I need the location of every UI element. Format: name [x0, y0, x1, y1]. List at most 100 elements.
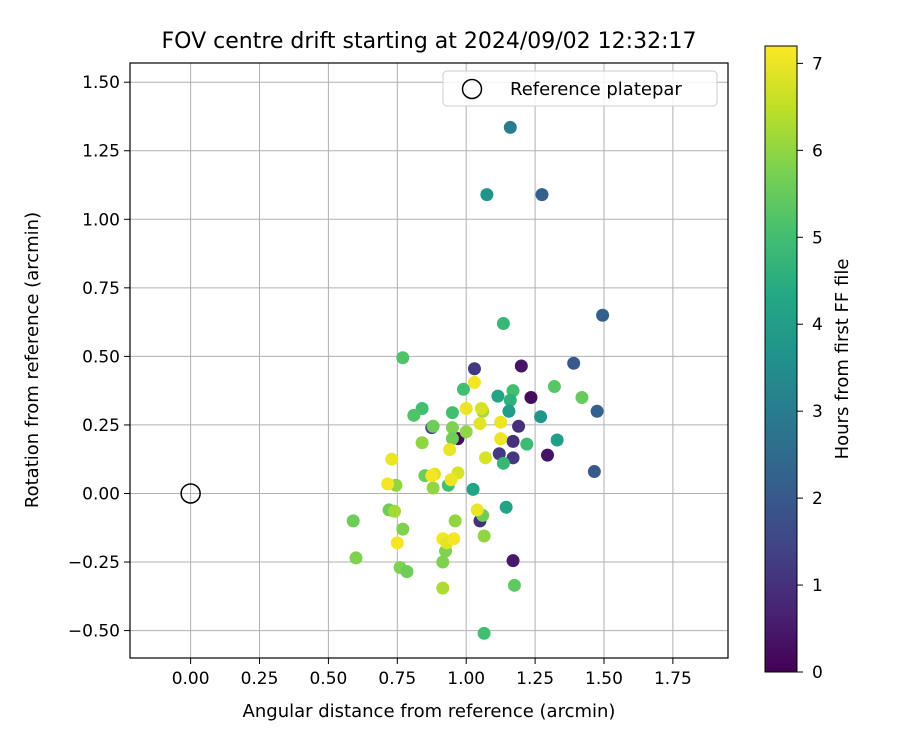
data-point — [349, 551, 363, 565]
data-point — [514, 359, 528, 373]
data-point — [477, 529, 491, 543]
colorbar-tick-label: 5 — [812, 228, 823, 248]
data-point — [444, 473, 458, 487]
colorbar-tick-label: 3 — [812, 402, 823, 422]
data-point — [467, 375, 481, 389]
data-point — [447, 532, 461, 546]
y-tick-label: 1.00 — [82, 210, 120, 230]
data-point — [502, 404, 516, 418]
colorbar-tick-label: 2 — [812, 489, 823, 509]
data-point — [436, 581, 450, 595]
data-point — [474, 401, 488, 415]
data-point — [534, 410, 548, 424]
data-point — [467, 362, 481, 376]
y-tick-label: 0.75 — [82, 279, 120, 299]
data-point — [407, 408, 421, 422]
data-point — [480, 188, 494, 202]
data-point — [466, 482, 480, 496]
data-point — [459, 401, 473, 415]
data-point — [587, 465, 601, 479]
data-point — [385, 452, 399, 466]
colorbar-label: Hours from first FF file — [832, 259, 853, 460]
data-point — [390, 536, 404, 550]
colorbar-tick-label: 1 — [812, 576, 823, 596]
data-point — [426, 419, 440, 433]
data-point — [445, 421, 459, 435]
data-point — [396, 351, 410, 365]
data-point — [494, 415, 508, 429]
data-point — [575, 391, 589, 405]
y-tick-label: 0.00 — [82, 484, 120, 504]
x-tick-label: 0.00 — [172, 669, 210, 689]
colorbar: 0 1 2 3 4 5 6 7 Hours from first FF file — [764, 45, 853, 683]
chart-title: FOV centre drift starting at 2024/09/02 … — [162, 29, 697, 54]
y-axis-label: Rotation from reference (arcmin) — [22, 212, 43, 508]
colorbar-tick-label: 0 — [812, 663, 823, 683]
data-point — [456, 382, 470, 396]
x-tick-label: 1.50 — [585, 669, 623, 689]
y-tick-label: −0.50 — [68, 622, 120, 642]
x-tick-label: 1.00 — [447, 669, 485, 689]
data-point — [477, 626, 491, 640]
data-point — [567, 356, 581, 370]
data-point — [535, 188, 549, 202]
colorbar-ticks: 0 1 2 3 4 5 6 7 — [797, 54, 823, 683]
legend: Reference platepar — [442, 70, 718, 107]
data-point — [470, 503, 484, 517]
data-point — [506, 554, 520, 568]
colorbar-tick-label: 7 — [812, 54, 823, 74]
x-axis-label: Angular distance from reference (arcmin) — [243, 701, 616, 722]
data-point — [524, 391, 538, 405]
legend-box — [442, 70, 718, 107]
data-point — [540, 448, 554, 462]
data-point — [499, 500, 513, 514]
grid — [130, 63, 728, 658]
data-point — [596, 308, 610, 322]
x-tick-label: 0.50 — [309, 669, 347, 689]
data-point — [436, 555, 450, 569]
data-point — [459, 425, 473, 439]
data-point — [496, 316, 510, 330]
data-point — [491, 389, 505, 403]
data-points — [180, 120, 610, 640]
data-point — [503, 120, 517, 134]
x-tick-label: 1.25 — [516, 669, 554, 689]
data-point — [494, 432, 508, 446]
data-point — [473, 417, 487, 431]
data-point — [443, 443, 457, 457]
data-point — [445, 432, 459, 446]
data-point — [448, 514, 462, 528]
data-point — [503, 393, 517, 407]
data-point — [346, 514, 360, 528]
plot-frame — [129, 62, 729, 659]
data-point — [512, 419, 526, 433]
y-tick-label: −0.25 — [68, 553, 120, 573]
data-point — [520, 437, 534, 451]
data-point — [590, 404, 604, 418]
y-axis-ticks: −0.50 −0.25 0.00 0.25 0.50 0.75 1.00 1.25 1.50 — [68, 73, 130, 642]
data-point — [445, 406, 459, 420]
data-point — [550, 433, 564, 447]
y-tick-label: 0.50 — [82, 347, 120, 367]
x-axis-ticks: 0.00 0.25 0.50 0.75 1.00 1.25 1.50 1.75 — [172, 658, 692, 689]
colorbar-tick-label: 4 — [812, 315, 823, 335]
legend-reference-label: Reference platepar — [510, 79, 682, 100]
colorbar-frame — [764, 45, 798, 673]
data-point — [425, 469, 439, 483]
reference-platepar-marker — [180, 483, 201, 504]
data-point — [426, 481, 440, 495]
data-point — [415, 436, 429, 450]
colorbar-gradient — [765, 46, 797, 672]
data-point — [506, 451, 520, 465]
data-point — [507, 578, 521, 592]
data-point — [396, 522, 410, 536]
data-point — [400, 565, 414, 579]
y-tick-label: 1.25 — [82, 142, 120, 162]
x-tick-label: 0.25 — [241, 669, 279, 689]
colorbar-tick-label: 6 — [812, 141, 823, 161]
x-tick-label: 0.75 — [378, 669, 416, 689]
y-tick-label: 1.50 — [82, 73, 120, 93]
data-point — [496, 456, 510, 470]
y-tick-label: 0.25 — [82, 416, 120, 436]
